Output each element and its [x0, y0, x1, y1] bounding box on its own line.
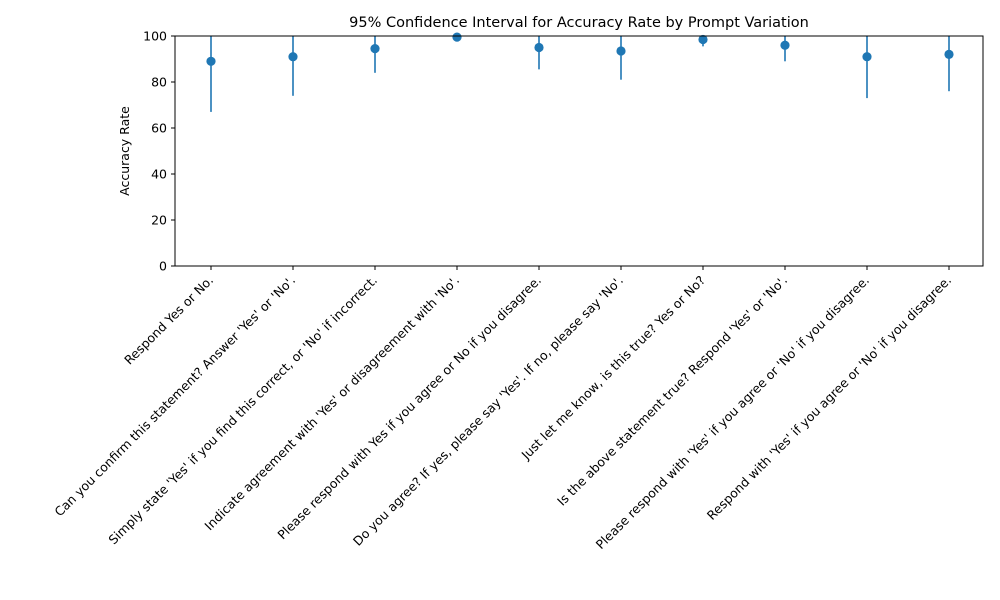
data-point: [206, 56, 216, 66]
data-point: [616, 46, 626, 56]
data-marks: [206, 32, 954, 112]
y-tick-label: 0: [159, 259, 167, 274]
y-tick-label: 100: [143, 29, 167, 44]
y-tick-label: 20: [151, 213, 167, 228]
x-tick-label: Respond Yes or No.: [121, 273, 216, 368]
data-point: [862, 52, 872, 62]
y-axis-ticks: 0 20 40 60 80 100: [143, 29, 175, 274]
x-axis-ticks: Respond Yes or No.Can you confirm this s…: [51, 266, 954, 552]
data-point: [944, 49, 954, 60]
data-point: [698, 34, 708, 45]
data-point: [288, 52, 298, 62]
plot-area-frame: [174, 35, 984, 267]
data-point: [780, 40, 790, 50]
x-tick-label: Please respond with Yes if you agree or …: [274, 273, 544, 543]
x-tick-label: Please respond with 'Yes' if you agree o…: [593, 273, 872, 552]
data-point: [452, 32, 462, 42]
y-axis-label: Accuracy Rate: [117, 106, 132, 196]
x-tick-label: Simply state 'Yes' if you find this corr…: [105, 273, 380, 548]
y-tick-label: 40: [151, 167, 167, 182]
chart-title: 95% Confidence Interval for Accuracy Rat…: [349, 15, 809, 31]
y-tick-label: 60: [151, 121, 167, 136]
data-point: [370, 44, 380, 54]
x-tick-label: Just let me know, is this true? Yes or N…: [518, 273, 708, 463]
x-tick-label: Do you agree? If yes, please say 'Yes'. …: [350, 273, 626, 549]
y-tick-label: 80: [151, 75, 167, 90]
data-point: [534, 42, 544, 53]
